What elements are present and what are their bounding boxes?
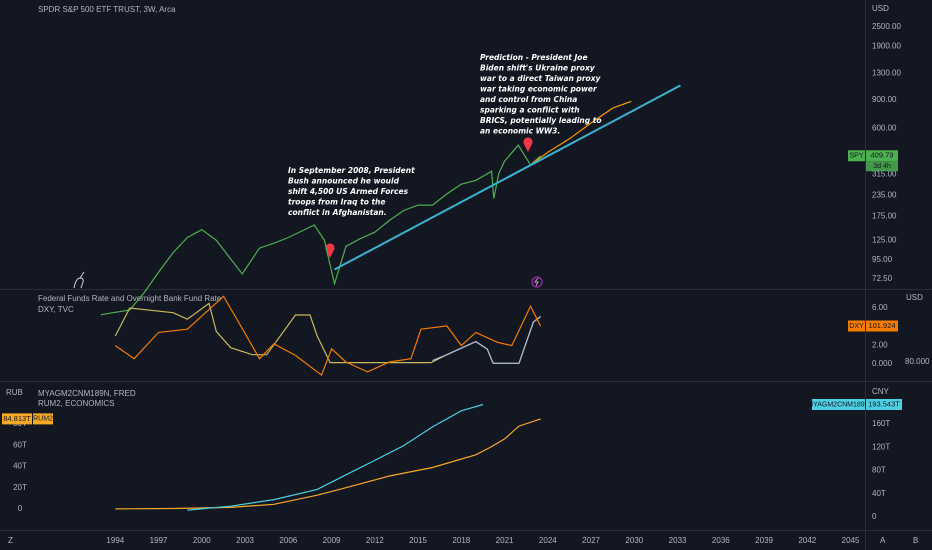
- y-tick-label: 315.00: [872, 170, 897, 179]
- x-tick-label: 1994: [106, 536, 124, 545]
- symbol-title: SPDR S&P 500 ETF TRUST, 3W, Arca: [38, 5, 176, 14]
- y-tick-label: 600.00: [872, 124, 897, 133]
- axis-unit: RUB: [6, 388, 23, 397]
- y-tick-label: 2.00: [872, 340, 888, 349]
- x-tick-label: 2045: [842, 536, 860, 545]
- annotation-text: war to a direct Taiwan proxy: [480, 74, 602, 83]
- annotation-text: war taking economic power: [480, 85, 598, 94]
- series-name-box: [812, 398, 865, 410]
- series-line: [432, 316, 541, 364]
- y-tick-label: 20T: [13, 483, 27, 492]
- series-line: [115, 418, 541, 510]
- y2-tick-label: 80T: [872, 466, 886, 475]
- annotation-text: troops from Iraq to the: [288, 198, 385, 207]
- series-line: [114, 295, 542, 377]
- y-tick-label: 235.00: [872, 190, 897, 199]
- y-tick-label: 2500.00: [872, 22, 901, 31]
- y-tick-label: 60T: [13, 440, 27, 449]
- y2-tick-label: 80.000: [905, 357, 930, 366]
- y2-tick-label: 160T: [872, 419, 890, 428]
- annotation-text: and control from China: [480, 95, 577, 104]
- y-tick-label: 900.00: [872, 95, 897, 104]
- indicator-subtitle: RUM2, ECONOMICS: [38, 399, 114, 408]
- annotation-text: shift 4,500 US Armed Forces: [288, 187, 409, 196]
- countdown-box: [866, 161, 898, 172]
- y-tick-label: 95.00: [872, 255, 893, 264]
- series-name-box: [848, 150, 865, 162]
- countdown-label: 3d 4h: [873, 163, 891, 170]
- series-name-label: DXY: [849, 323, 864, 330]
- last-value-label: 84.813T: [3, 414, 31, 423]
- event-icon-bolt: [534, 277, 539, 287]
- series-name-box: [848, 320, 865, 332]
- x-tick-label: 2003: [236, 536, 254, 545]
- series-line: [334, 84, 681, 271]
- annotation-text: Bush announced he would: [288, 177, 400, 186]
- y-tick-label: 0.000: [872, 359, 893, 368]
- series-name-box: [33, 413, 53, 425]
- annotation-text: conflict in Afghanistan.: [288, 208, 387, 217]
- x-tick-label: 2033: [669, 536, 687, 545]
- annotation-text: an economic WW3.: [480, 127, 560, 136]
- log-scale-button[interactable]: B: [913, 536, 918, 545]
- y-tick-label: 1900.00: [872, 42, 901, 51]
- indicator-subtitle: DXY, TVC: [38, 305, 74, 314]
- x-tick-label: 2018: [452, 536, 470, 545]
- y-tick-label: 40T: [13, 462, 27, 471]
- y-tick-label: 0: [18, 504, 23, 513]
- y2-tick-label: 0: [872, 512, 877, 521]
- y-tick-label: 6.00: [872, 303, 888, 312]
- x-tick-label: 2042: [798, 536, 816, 545]
- x-tick-label: 2000: [193, 536, 211, 545]
- annotation-pin: [325, 243, 335, 258]
- annotation-text: BRICS, potentially leading to: [480, 116, 602, 125]
- x-tick-label: 2027: [582, 536, 600, 545]
- annotation-pin: [523, 137, 533, 152]
- last-value-box: [866, 398, 902, 410]
- x-tick-label: 1997: [150, 536, 168, 545]
- annotation-text: Prediction - President Joe: [480, 53, 588, 62]
- x-tick-label: 2039: [755, 536, 773, 545]
- auto-scale-button[interactable]: A: [880, 536, 886, 545]
- x-tick-label: 2021: [496, 536, 514, 545]
- x-tick-label: 2024: [539, 536, 557, 545]
- axis-unit: CNY: [872, 387, 890, 396]
- series-line: [187, 403, 484, 511]
- y-tick-label: 72.50: [872, 274, 893, 283]
- y-tick-label: 175.00: [872, 211, 897, 220]
- zoom-icon[interactable]: Z: [8, 536, 13, 545]
- logo-icon: [73, 271, 85, 289]
- annotation-text: Biden shift's Ukraine proxy: [480, 64, 596, 73]
- x-tick-label: 2006: [279, 536, 297, 545]
- x-tick-label: 2009: [323, 536, 341, 545]
- last-value-label: 409.79: [871, 151, 894, 160]
- last-value-label: 101.924: [868, 321, 895, 330]
- last-value-label: 193.543T: [868, 399, 900, 408]
- y-tick-label: 1300.00: [872, 69, 901, 78]
- x-tick-label: 2030: [625, 536, 643, 545]
- annotation-text: In September 2008, President: [288, 166, 415, 175]
- series-name-label: MYAGM2CNM189N: [807, 401, 870, 408]
- series-name-label: RUM2: [33, 416, 53, 423]
- event-icon[interactable]: [531, 276, 543, 288]
- last-value-box: [866, 320, 898, 332]
- x-tick-label: 2015: [409, 536, 427, 545]
- series-line: [530, 100, 632, 166]
- axis-unit: USD: [906, 293, 923, 302]
- last-value-box: [2, 413, 32, 425]
- series-line: [100, 144, 542, 316]
- y-tick-label: 125.00: [872, 235, 897, 244]
- x-tick-label: 2012: [366, 536, 384, 545]
- indicator-title: MYAGM2CNM189N, FRED: [38, 389, 136, 398]
- x-tick-label: 2036: [712, 536, 730, 545]
- series-name-label: SPY: [849, 153, 863, 160]
- axis-unit: USD: [872, 4, 889, 13]
- last-value-box: [866, 150, 898, 162]
- y2-tick-label: 40T: [872, 489, 886, 498]
- y2-tick-label: 120T: [872, 442, 890, 451]
- indicator-title: Federal Funds Rate and Overnight Bank Fu…: [38, 294, 222, 303]
- annotation-text: sparking a conflict with: [480, 106, 580, 115]
